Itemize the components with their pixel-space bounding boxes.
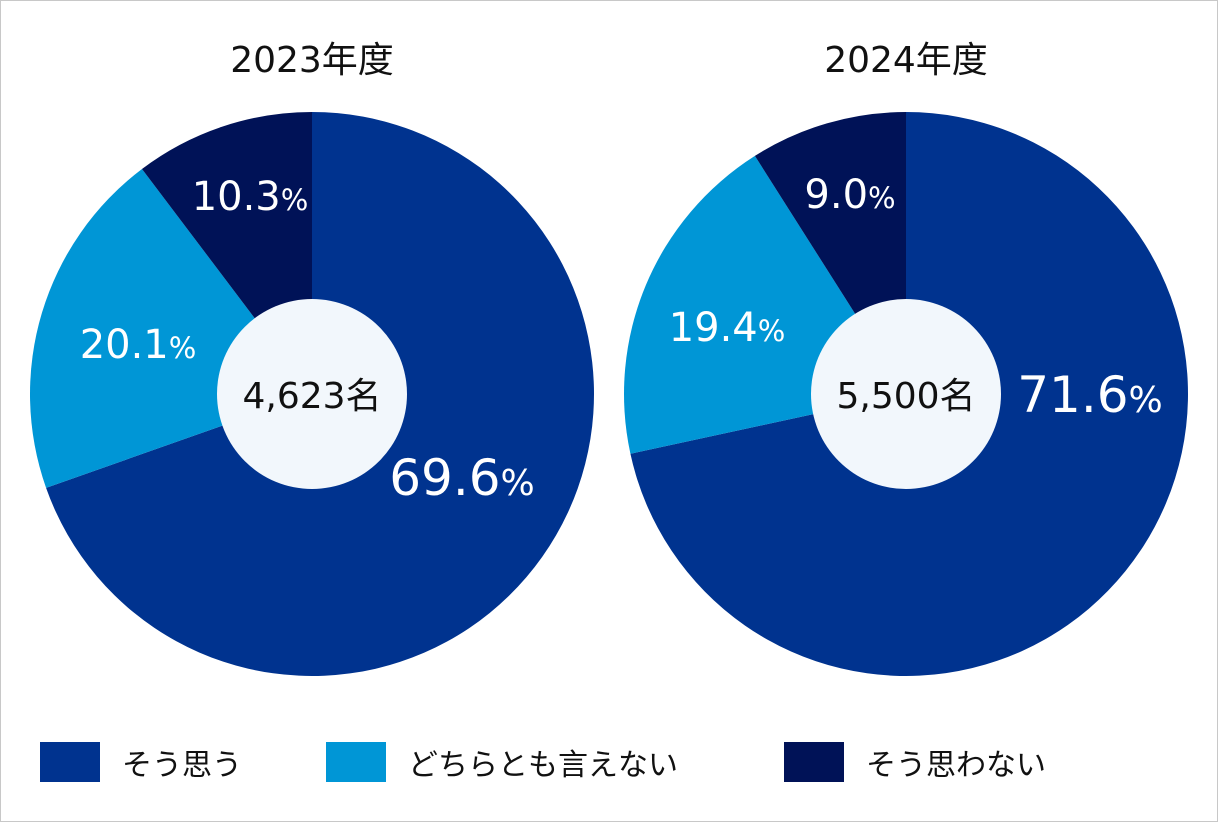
legend: そう思う どちらとも言えない そう思わない	[0, 728, 1218, 798]
legend-item-disagree: そう思わない	[784, 742, 1046, 783]
legend-label-neutral: どちらとも言えない	[408, 748, 678, 783]
legend-label-disagree: そう思わない	[866, 748, 1046, 783]
pie-chart-2024: 2024年度 5,500名 71.6%19.4%9.0%	[624, 40, 1188, 676]
pie-title-2024: 2024年度	[824, 40, 988, 81]
center-label-2023: 4,623名	[242, 376, 381, 417]
legend-swatch-agree	[40, 742, 100, 782]
pie-title-2023: 2023年度	[230, 40, 394, 81]
legend-item-agree: そう思う	[40, 742, 242, 783]
pie-chart-2023: 2023年度 4,623名 69.6%20.1%10.3%	[29, 40, 595, 676]
legend-swatch-disagree	[784, 742, 844, 782]
legend-label-agree: そう思う	[122, 748, 242, 783]
pie-center-2023	[217, 299, 407, 489]
legend-swatch-neutral	[326, 742, 386, 782]
pie-center-2024	[811, 299, 1001, 489]
center-label-2024: 5,500名	[836, 376, 975, 417]
legend-item-neutral: どちらとも言えない	[326, 742, 678, 783]
